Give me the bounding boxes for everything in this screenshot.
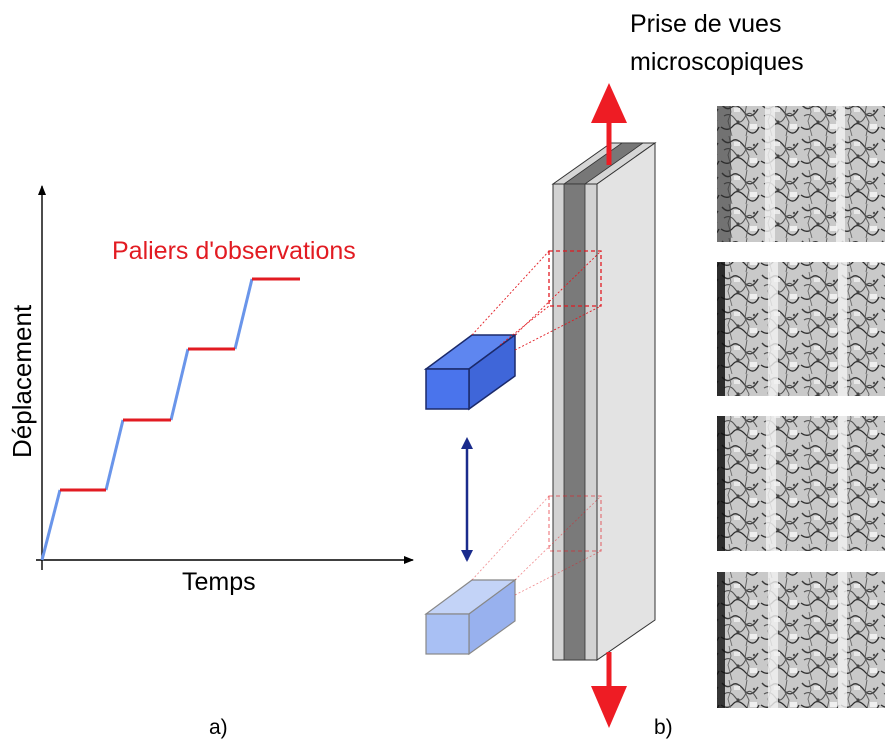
panel-a: Paliers d'observations Déplacement Temps… (7, 185, 414, 739)
ramp-segments (40, 278, 254, 561)
micrograph-title-line1: Prise de vues (630, 10, 781, 38)
observation-plateaus (60, 277, 300, 492)
micrograph-4 (717, 572, 885, 708)
tensile-arrow-top (591, 83, 627, 165)
micrograph-stack (717, 106, 885, 708)
x-axis-label: Temps (182, 568, 256, 596)
view-lines-top (471, 250, 602, 351)
micrograph-2 (717, 262, 885, 396)
specimen-plate (551, 142, 657, 661)
tensile-arrow-bottom (591, 652, 627, 728)
observation-zone-top (548, 250, 602, 307)
view-lines-bottom (471, 495, 602, 596)
caption-a: a) (209, 716, 228, 739)
micrograph-3 (717, 416, 885, 551)
observation-zone-bottom (548, 495, 602, 552)
camera-inactive (424, 578, 517, 656)
y-axis-label: Déplacement (7, 304, 37, 458)
annotation-plateaus: Paliers d'observations (112, 237, 356, 265)
camera-active (423, 333, 518, 411)
panel-b: Prise de vues microscopiques b) (423, 10, 885, 739)
caption-b: b) (654, 716, 673, 739)
micrograph-title-line2: microscopiques (630, 48, 804, 76)
micrograph-1 (717, 106, 885, 242)
